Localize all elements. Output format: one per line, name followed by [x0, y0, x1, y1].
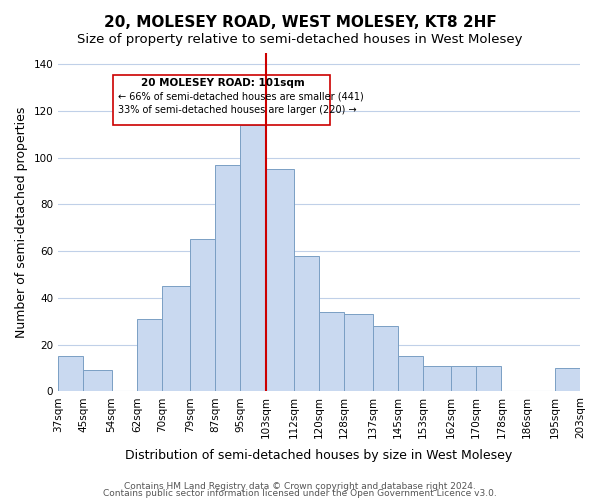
- Bar: [215, 164, 241, 392]
- Bar: [373, 326, 398, 392]
- Bar: [423, 366, 451, 392]
- Bar: [58, 356, 83, 392]
- Bar: [294, 256, 319, 392]
- Text: Contains HM Land Registry data © Crown copyright and database right 2024.: Contains HM Land Registry data © Crown c…: [124, 482, 476, 491]
- Bar: [451, 366, 476, 392]
- Bar: [319, 312, 344, 392]
- Text: Size of property relative to semi-detached houses in West Molesey: Size of property relative to semi-detach…: [77, 32, 523, 46]
- Bar: [580, 389, 600, 392]
- Bar: [137, 319, 162, 392]
- Bar: [344, 314, 373, 392]
- X-axis label: Distribution of semi-detached houses by size in West Molesey: Distribution of semi-detached houses by …: [125, 450, 513, 462]
- FancyBboxPatch shape: [113, 74, 329, 126]
- Bar: [162, 286, 190, 392]
- Text: 20, MOLESEY ROAD, WEST MOLESEY, KT8 2HF: 20, MOLESEY ROAD, WEST MOLESEY, KT8 2HF: [104, 15, 496, 30]
- Bar: [476, 366, 502, 392]
- Text: ← 66% of semi-detached houses are smaller (441): ← 66% of semi-detached houses are smalle…: [118, 92, 364, 102]
- Bar: [190, 240, 215, 392]
- Bar: [398, 356, 423, 392]
- Bar: [83, 370, 112, 392]
- Text: Contains public sector information licensed under the Open Government Licence v3: Contains public sector information licen…: [103, 489, 497, 498]
- Bar: [266, 170, 294, 392]
- Y-axis label: Number of semi-detached properties: Number of semi-detached properties: [15, 106, 28, 338]
- Bar: [555, 368, 580, 392]
- Bar: [241, 125, 266, 392]
- Text: 33% of semi-detached houses are larger (220) →: 33% of semi-detached houses are larger (…: [118, 105, 357, 115]
- Text: 20 MOLESEY ROAD: 101sqm: 20 MOLESEY ROAD: 101sqm: [140, 78, 304, 88]
